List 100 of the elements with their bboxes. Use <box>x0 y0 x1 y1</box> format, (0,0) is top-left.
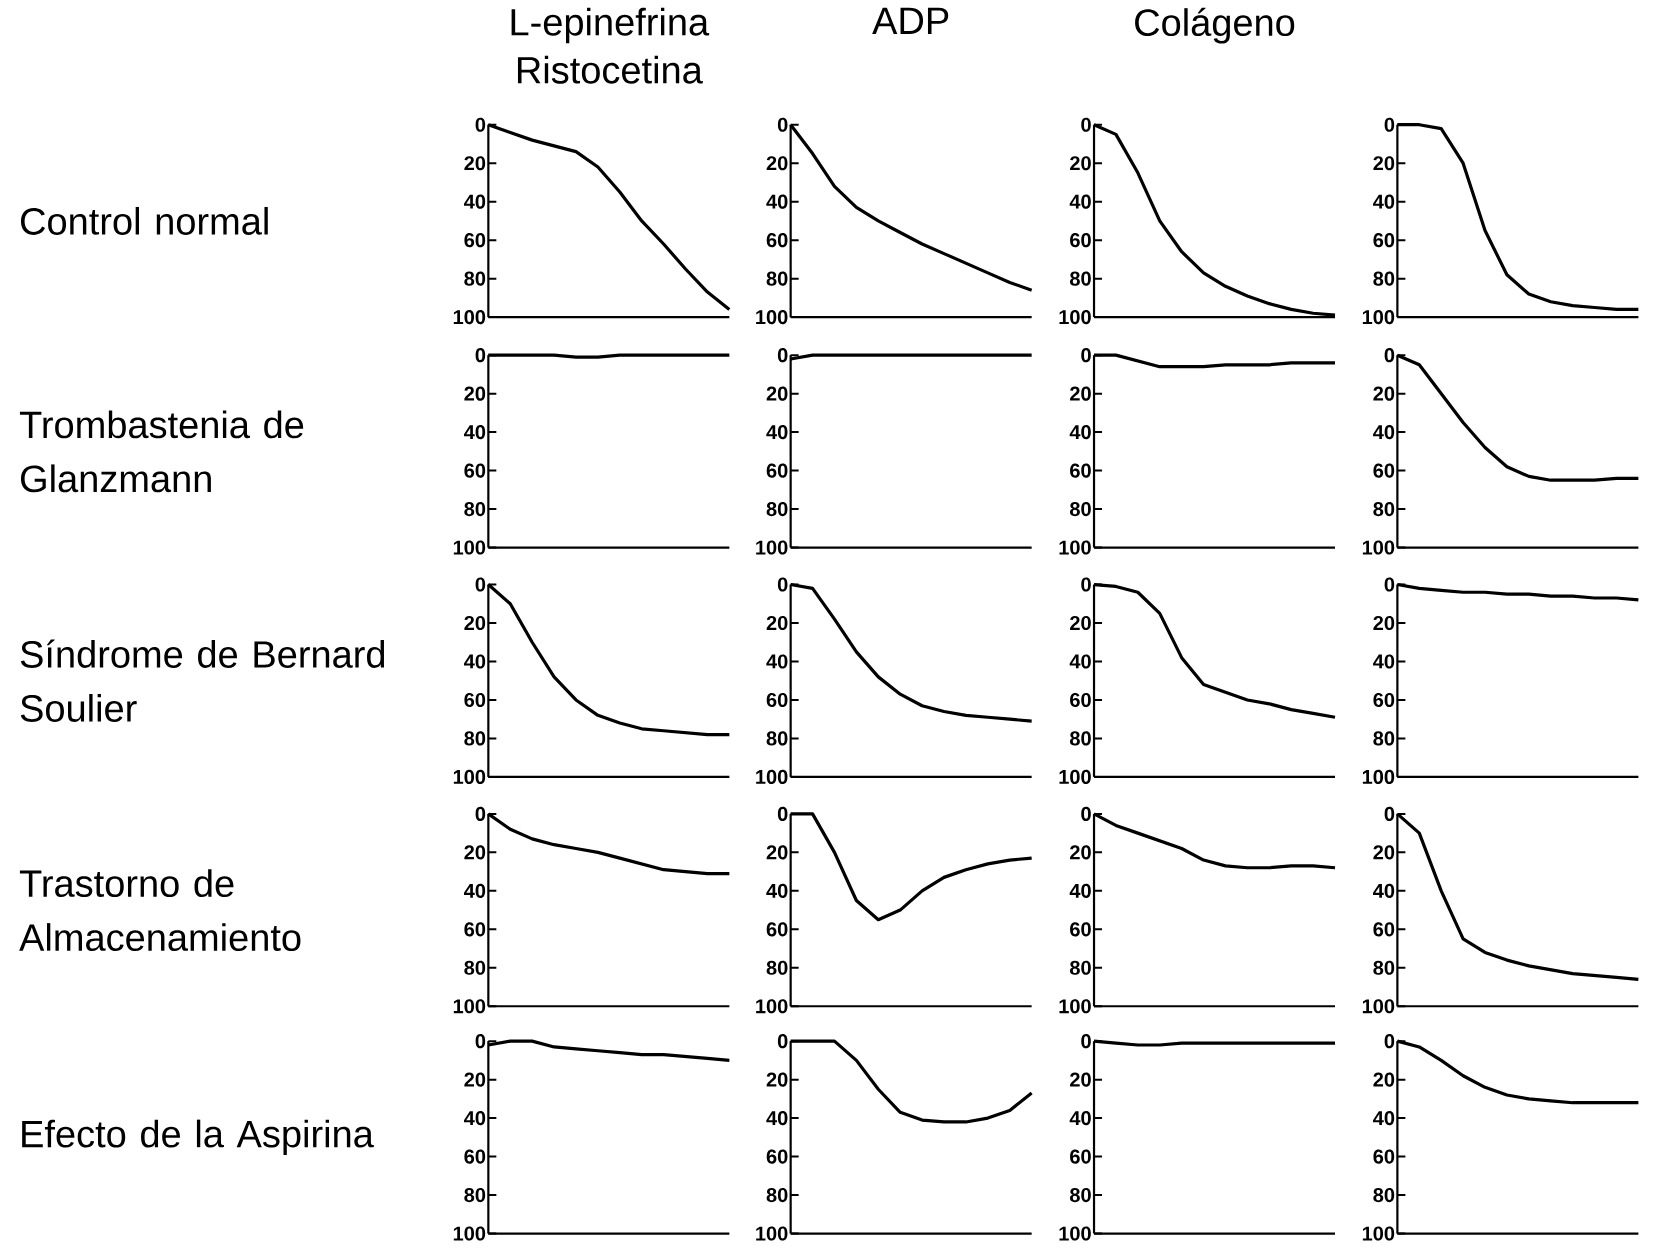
y-axis-title: Control normal <box>20 206 268 235</box>
y-tick-label: 40 <box>464 883 486 898</box>
y-tick-label: 20 <box>766 1072 788 1087</box>
y-tick-label: 20 <box>1373 156 1395 171</box>
y-tick-label: 0 <box>475 348 486 363</box>
y-tick-label: 60 <box>766 692 788 708</box>
y-tick-label: 80 <box>1070 960 1091 975</box>
y-tick-label: 0 <box>475 117 486 132</box>
y-tick-label: 60 <box>766 233 788 248</box>
chart-title: Colágeno <box>1135 7 1295 44</box>
y-tick-label: 80 <box>1373 731 1395 746</box>
y-tick-label: 60 <box>1373 1149 1395 1164</box>
y-tick-label: 40 <box>1069 1111 1091 1126</box>
y-tick-label: 80 <box>766 1187 788 1203</box>
y-tick-label: 80 <box>1373 271 1395 286</box>
y-tick-label: 60 <box>1070 922 1091 937</box>
y-tick-label: 100 <box>1362 769 1395 784</box>
y-tick-label: 20 <box>766 845 788 860</box>
y-tick-label: 40 <box>464 194 486 209</box>
y-tick-label: 60 <box>1373 922 1395 937</box>
y-tick-label: 20 <box>464 156 486 171</box>
y-tick-label: 40 <box>1373 194 1395 209</box>
y-tick-label: 80 <box>766 960 788 975</box>
y-tick-label: 20 <box>464 1072 486 1087</box>
y-tick-label: 0 <box>777 117 788 132</box>
y-tick-label: 80 <box>766 502 788 517</box>
y-tick-label: 80 <box>1070 502 1091 517</box>
y-tick-label: 80 <box>1373 502 1395 517</box>
y-tick-label: 20 <box>1373 615 1395 631</box>
chart-title: L-epinefrina <box>511 7 710 44</box>
y-tick-label: 20 <box>1070 386 1091 401</box>
y-tick-label: 60 <box>1373 692 1395 708</box>
y-tick-label: 40 <box>1069 194 1091 209</box>
y-tick-label: 0 <box>1081 348 1091 363</box>
y-tick-label: 100 <box>1362 1226 1395 1241</box>
y-tick-label: 20 <box>1070 845 1091 860</box>
y-tick-label: 20 <box>1070 1072 1091 1087</box>
y-tick-label: 0 <box>1081 117 1091 132</box>
y-tick-label: 100 <box>756 999 788 1014</box>
y-tick-label: 0 <box>777 806 788 821</box>
y-tick-label: 60 <box>766 922 788 937</box>
y-tick-label: 0 <box>1081 577 1091 592</box>
y-tick-label: 60 <box>464 1149 486 1164</box>
y-tick-label: 40 <box>766 194 788 209</box>
y-tick-label: 80 <box>464 731 486 746</box>
y-axis-title: Efecto de la Aspirina <box>22 1119 374 1156</box>
y-tick-label: 100 <box>1362 540 1395 555</box>
y-tick-label: 60 <box>1373 463 1395 478</box>
y-tick-label: 80 <box>1373 960 1395 975</box>
chart-title: ADP <box>872 7 949 34</box>
y-tick-label: 100 <box>756 1226 788 1241</box>
y-tick-label: 20 <box>1373 386 1395 401</box>
y-tick-label: 60 <box>1070 1149 1091 1164</box>
y-tick-label: 40 <box>464 1111 486 1126</box>
y-tick-label: 40 <box>1069 425 1091 440</box>
y-tick-label: 60 <box>766 463 788 478</box>
y-tick-label: 20 <box>766 156 788 171</box>
y-tick-label: 80 <box>1373 1187 1395 1203</box>
y-tick-label: 40 <box>1373 654 1395 669</box>
y-tick-label: 100 <box>1362 999 1395 1014</box>
y-tick-label: 60 <box>1070 692 1091 708</box>
y-tick-label: 80 <box>464 502 486 517</box>
y-tick-label: 20 <box>1070 156 1091 171</box>
y-tick-label: 80 <box>464 960 486 975</box>
y-axis-title: Trastorno de Almacenamiento <box>19 869 301 952</box>
y-tick-label: 20 <box>1070 615 1091 631</box>
y-tick-label: 100 <box>1059 1226 1091 1241</box>
y-tick-label: 40 <box>766 1111 788 1126</box>
y-tick-label: 80 <box>1070 271 1091 286</box>
y-tick-label: 0 <box>777 348 788 363</box>
y-tick-label: 100 <box>756 769 788 784</box>
y-tick-label: 60 <box>464 922 486 937</box>
y-tick-label: 0 <box>777 1034 788 1049</box>
y-tick-label: 40 <box>1373 1111 1395 1126</box>
y-tick-label: 20 <box>766 386 788 401</box>
y-tick-label: 60 <box>766 1149 788 1164</box>
y-tick-label: 80 <box>766 271 788 286</box>
y-tick-label: 20 <box>766 615 788 631</box>
y-tick-label: 0 <box>1384 806 1395 821</box>
y-tick-label: 40 <box>1069 654 1091 669</box>
y-tick-label: 60 <box>464 463 486 478</box>
y-tick-label: 40 <box>464 654 486 669</box>
y-tick-label: 40 <box>766 425 788 440</box>
y-tick-label: 40 <box>1373 425 1395 440</box>
y-tick-label: 80 <box>464 1187 486 1203</box>
y-tick-label: 0 <box>475 1034 486 1049</box>
y-tick-label: 0 <box>475 806 486 821</box>
y-tick-label: 20 <box>464 845 486 860</box>
y-tick-label: 100 <box>1059 540 1091 555</box>
chart-subtitle: Ristocetina <box>517 55 703 84</box>
y-tick-label: 100 <box>453 999 486 1014</box>
y-tick-label: 20 <box>1373 1072 1395 1087</box>
y-tick-label: 100 <box>756 310 788 325</box>
y-tick-label: 100 <box>1059 310 1091 325</box>
y-tick-label: 100 <box>453 1226 486 1241</box>
y-tick-label: 0 <box>777 577 788 592</box>
y-tick-label: 0 <box>1384 577 1395 592</box>
y-tick-label: 100 <box>453 769 486 784</box>
y-tick-label: 20 <box>1373 845 1395 860</box>
y-tick-label: 40 <box>1069 883 1091 898</box>
